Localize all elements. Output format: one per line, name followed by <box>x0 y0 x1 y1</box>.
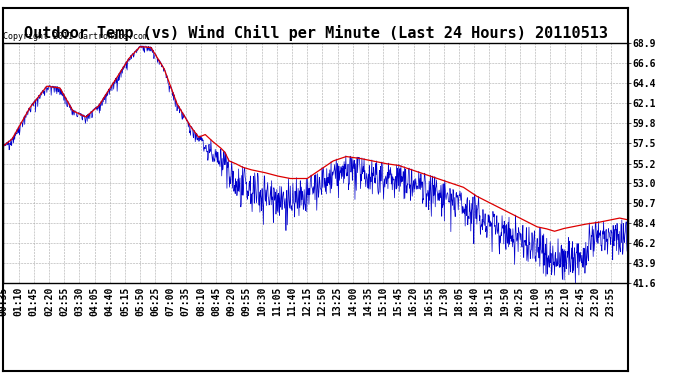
Text: 16:20: 16:20 <box>408 287 419 316</box>
Text: 11:40: 11:40 <box>287 287 297 316</box>
Text: 01:45: 01:45 <box>29 287 39 316</box>
Text: 23:55: 23:55 <box>606 287 616 316</box>
Text: 11:05: 11:05 <box>272 287 282 316</box>
Text: 00:35: 00:35 <box>0 287 8 316</box>
Text: 09:55: 09:55 <box>241 287 251 316</box>
Text: 12:15: 12:15 <box>302 287 312 316</box>
Text: Copyright 2011 Cartronics.com: Copyright 2011 Cartronics.com <box>3 32 148 41</box>
Text: 02:20: 02:20 <box>44 287 54 316</box>
Text: 18:40: 18:40 <box>469 287 480 316</box>
Text: 16:55: 16:55 <box>424 287 434 316</box>
Text: 08:45: 08:45 <box>211 287 221 316</box>
Text: 04:40: 04:40 <box>105 287 115 316</box>
Text: 21:00: 21:00 <box>530 287 540 316</box>
Text: 22:10: 22:10 <box>560 287 571 316</box>
Text: 10:30: 10:30 <box>257 287 266 316</box>
Text: 08:10: 08:10 <box>196 287 206 316</box>
Text: 03:30: 03:30 <box>75 287 84 316</box>
Text: 06:25: 06:25 <box>150 287 160 316</box>
Text: 15:45: 15:45 <box>393 287 404 316</box>
Text: 15:10: 15:10 <box>378 287 388 316</box>
Text: 19:50: 19:50 <box>500 287 510 316</box>
Text: 14:35: 14:35 <box>363 287 373 316</box>
Text: 07:00: 07:00 <box>166 287 175 316</box>
Text: 04:05: 04:05 <box>90 287 99 316</box>
Text: 17:30: 17:30 <box>439 287 449 316</box>
Text: 05:15: 05:15 <box>120 287 130 316</box>
Text: 19:15: 19:15 <box>484 287 495 316</box>
Text: 14:00: 14:00 <box>348 287 358 316</box>
Text: 01:10: 01:10 <box>14 287 23 316</box>
Text: 20:25: 20:25 <box>515 287 525 316</box>
Text: 22:45: 22:45 <box>575 287 586 316</box>
Text: 12:50: 12:50 <box>317 287 327 316</box>
Text: 09:20: 09:20 <box>226 287 236 316</box>
Text: 05:50: 05:50 <box>135 287 145 316</box>
Text: 21:35: 21:35 <box>545 287 555 316</box>
Text: 02:55: 02:55 <box>59 287 69 316</box>
Text: 23:20: 23:20 <box>591 287 601 316</box>
Text: Outdoor Temp (vs) Wind Chill per Minute (Last 24 Hours) 20110513: Outdoor Temp (vs) Wind Chill per Minute … <box>23 25 608 41</box>
Text: 07:35: 07:35 <box>181 287 190 316</box>
Text: 18:05: 18:05 <box>454 287 464 316</box>
Text: 13:25: 13:25 <box>333 287 343 316</box>
